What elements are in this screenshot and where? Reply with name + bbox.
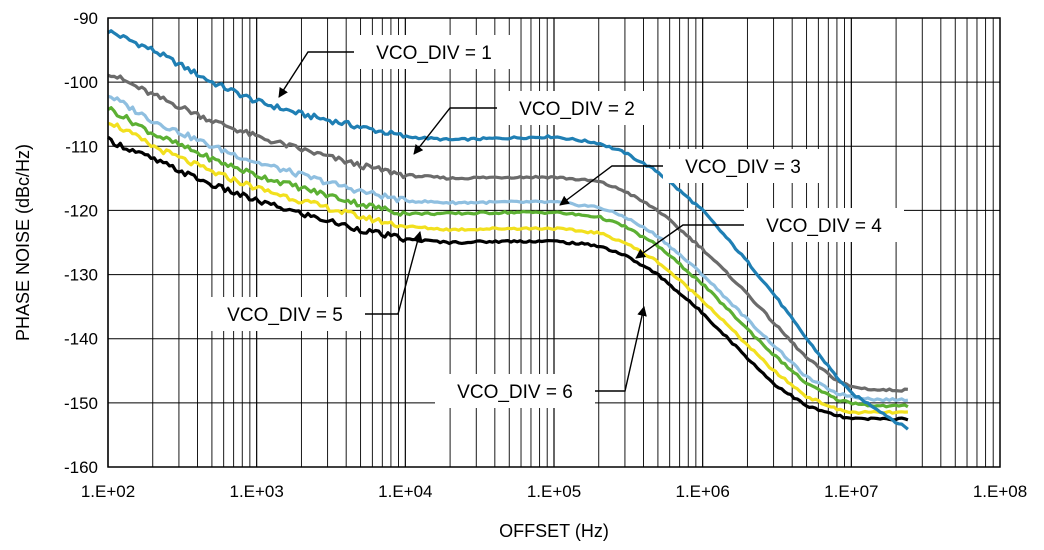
y-axis-title: PHASE NOISE (dBc/Hz) <box>13 144 33 341</box>
x-tick-label: 1.E+06 <box>675 482 729 501</box>
annotation-box <box>205 297 365 331</box>
y-tick-label: -160 <box>64 458 98 477</box>
x-tick-label: 1.E+08 <box>973 482 1027 501</box>
x-tick-label: 1.E+07 <box>824 482 878 501</box>
annotation-label: VCO_DIV = 5 <box>227 305 343 326</box>
tick-labels: 1.E+02 1.E+03 1.E+04 1.E+05 1.E+06 1.E+07 1.E+… <box>64 9 1027 501</box>
x-axis-title: OFFSET (Hz) <box>499 521 609 541</box>
annotation-label: VCO_DIV = 2 <box>519 99 635 120</box>
plot-frame <box>107 17 1001 468</box>
series-line <box>107 135 909 422</box>
y-tick-label: -140 <box>64 330 98 349</box>
annotation-box <box>497 91 657 125</box>
annotations: VCO_DIV = 1 VCO_DIV = 2 VCO_DIV = 3 VCO_DIV… <box>205 35 904 408</box>
series-line <box>107 106 909 409</box>
x-tick-label: 1.E+03 <box>229 482 283 501</box>
x-tick-label: 1.E+05 <box>527 482 581 501</box>
annotation-label: VCO_DIV = 6 <box>457 382 573 403</box>
y-tick-label: -90 <box>73 9 98 28</box>
x-tick-label: 1.E+02 <box>81 482 135 501</box>
series-layer <box>107 29 909 431</box>
annotation-label: VCO_DIV = 1 <box>376 43 492 64</box>
annotation-label: VCO_DIV = 3 <box>685 157 801 178</box>
y-tick-label: -150 <box>64 394 98 413</box>
annotation-arrow <box>413 107 499 155</box>
y-tick-label: -100 <box>64 73 98 92</box>
x-tick-label: 1.E+04 <box>378 482 432 501</box>
annotation-arrow <box>635 224 746 259</box>
series-line <box>107 94 909 403</box>
y-tick-label: -130 <box>64 266 98 285</box>
annotation-arrow <box>365 231 423 315</box>
annotation-arrow <box>559 165 665 206</box>
series-line <box>107 121 908 415</box>
y-tick-label: -110 <box>65 137 98 156</box>
annotation-arrow <box>278 51 356 98</box>
annotation-label: VCO_DIV = 4 <box>766 216 882 237</box>
annotation-box <box>435 374 595 408</box>
annotation-box <box>354 35 514 69</box>
annotation-box <box>744 208 904 242</box>
series-line <box>107 29 909 431</box>
series-line <box>107 73 909 393</box>
annotation-box <box>663 149 823 183</box>
y-tick-label: -120 <box>64 201 98 220</box>
annotation-arrow <box>594 306 647 392</box>
